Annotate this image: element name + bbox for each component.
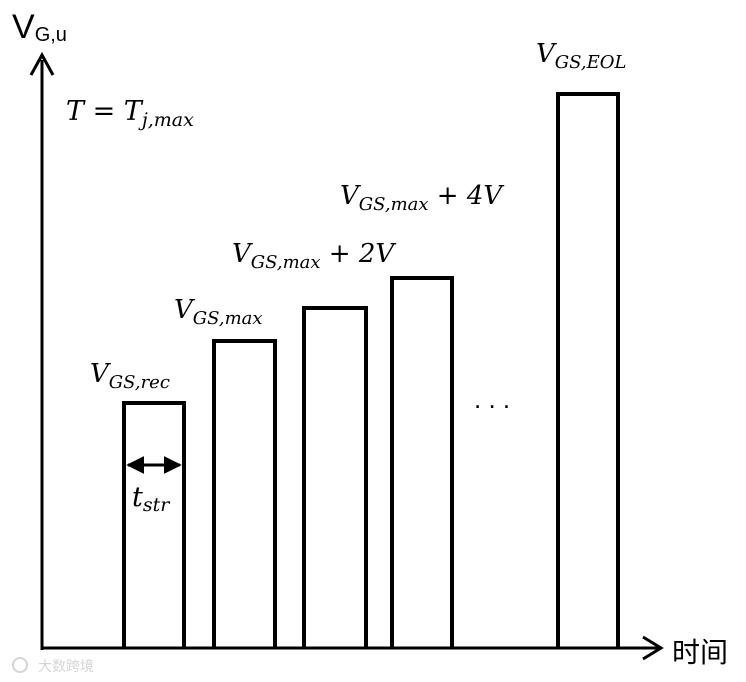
pulse-max-plus-4v [390,276,454,648]
label-vgs-eol: VGS,EOL [536,39,626,73]
label-vgs-max-plus-4v: VGS,max + 4V [340,181,504,215]
label-vgs-rec: VGS,rec [90,359,170,393]
pulse-max-plus-2v [302,306,368,648]
pulse-max [212,339,277,648]
x-axis-label: 时间 [672,637,728,668]
label-vgs-max: VGS,max [174,295,263,329]
svg-text:大数跨境: 大数跨境 [38,658,94,674]
ellipsis: . . . [474,384,510,414]
pulse-eol [556,92,620,648]
y-axis-label: VG,u [12,8,67,46]
x-axis [42,635,664,661]
y-axis [29,51,55,650]
pulse-rec [122,401,186,648]
watermark: 大数跨境 [12,657,94,674]
label-vgs-max-plus-2v: VGS,max + 2V [232,239,396,273]
watermark-logo-icon [12,657,28,673]
label-t-str: tstr [132,482,171,516]
temperature-condition: T = Tj,max [66,96,194,131]
